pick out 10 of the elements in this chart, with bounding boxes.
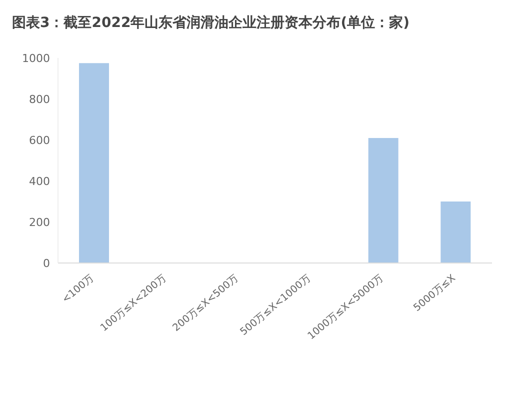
y-tick-label: 800	[29, 92, 50, 106]
y-tick-label: 400	[29, 174, 50, 188]
y-tick-label: 1000	[22, 52, 50, 65]
y-tick-label: 0	[43, 256, 50, 270]
bar	[440, 202, 471, 263]
bar	[79, 63, 109, 263]
chart-title: 图表3：截至2022年山东省润滑油企业注册资本分布(单位：家)	[11, 14, 411, 33]
bar	[368, 138, 398, 263]
y-tick-label: 600	[29, 134, 50, 147]
y-tick-label: 200	[29, 216, 50, 229]
